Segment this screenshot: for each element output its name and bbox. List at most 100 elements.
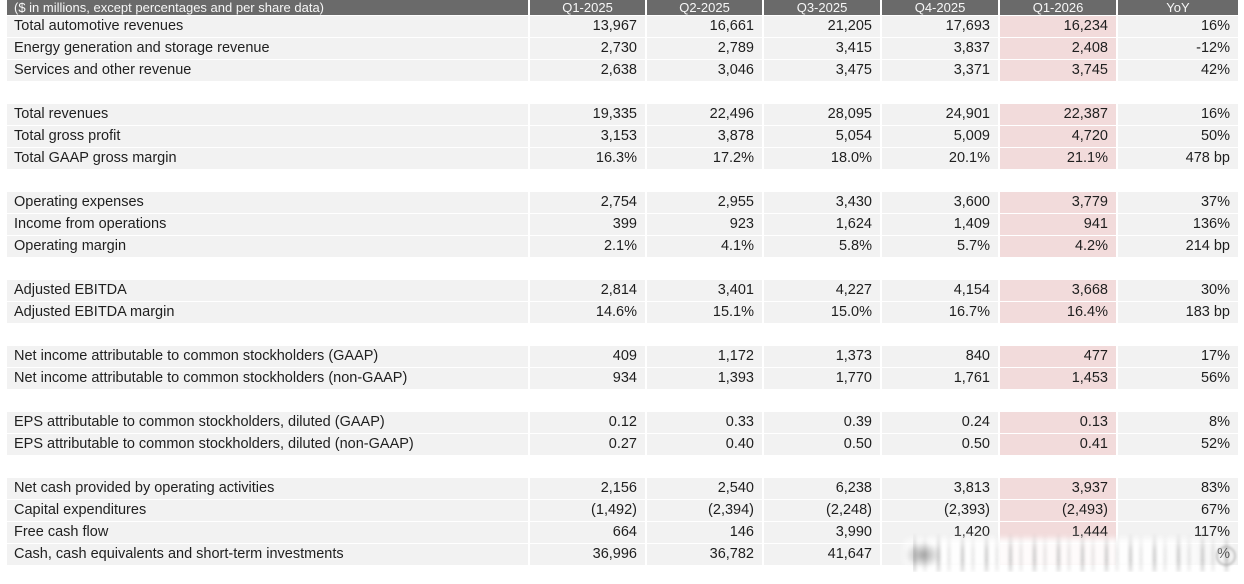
- value-cell: 2,730: [530, 38, 645, 59]
- value-cell: 6,238: [764, 478, 880, 499]
- value-cell: 4.1%: [647, 236, 762, 257]
- value-cell: 5,009: [882, 126, 998, 147]
- value-cell: 3,600: [882, 192, 998, 213]
- row-label: Net cash provided by operating activitie…: [7, 478, 528, 499]
- value-cell: 17,693: [882, 16, 998, 37]
- value-cell-highlighted: 22,387: [1000, 104, 1116, 125]
- value-cell-highlighted: 2,408: [1000, 38, 1116, 59]
- row-label: Total gross profit: [7, 126, 528, 147]
- value-cell: 3,153: [530, 126, 645, 147]
- value-cell: 17.2%: [647, 148, 762, 169]
- table-row: Total gross profit 3,153 3,878 5,054 5,009 4,…: [7, 126, 1238, 147]
- value-cell: 5,054: [764, 126, 880, 147]
- group-spacer: [7, 324, 1238, 346]
- value-cell: 16%: [1118, 104, 1238, 125]
- value-cell: 214 bp: [1118, 236, 1238, 257]
- table-row: Adjusted EBITDA margin 14.6% 15.1% 15.0% 16.…: [7, 302, 1238, 323]
- value-cell: 22,496: [647, 104, 762, 125]
- value-cell: 36,996: [530, 544, 645, 565]
- table-row: Net income attributable to common stockh…: [7, 368, 1238, 389]
- value-cell: 3,990: [764, 522, 880, 543]
- value-cell: 52%: [1118, 434, 1238, 455]
- value-cell: 0.24: [882, 412, 998, 433]
- value-cell: 42%: [1118, 60, 1238, 81]
- row-label: Operating margin: [7, 236, 528, 257]
- value-cell: 0.50: [764, 434, 880, 455]
- value-cell: (1,492): [530, 500, 645, 521]
- row-label: Income from operations: [7, 214, 528, 235]
- value-cell: 0.40: [647, 434, 762, 455]
- value-cell: 1,624: [764, 214, 880, 235]
- row-label: Net income attributable to common stockh…: [7, 368, 528, 389]
- value-cell: (2,248): [764, 500, 880, 521]
- value-cell: 16,661: [647, 16, 762, 37]
- value-cell-highlighted: 16.4%: [1000, 302, 1116, 323]
- table-body: Total automotive revenues 13,967 16,661 21,…: [7, 16, 1238, 565]
- value-cell: 3,401: [647, 280, 762, 301]
- value-cell: 0.33: [647, 412, 762, 433]
- value-cell: 16.3%: [530, 148, 645, 169]
- value-cell: 19,335: [530, 104, 645, 125]
- row-label: Total revenues: [7, 104, 528, 125]
- value-cell: 4,154: [882, 280, 998, 301]
- value-cell: 3,837: [882, 38, 998, 59]
- value-cell: [882, 544, 998, 565]
- table-row: Total revenues 19,335 22,496 28,095 24,901 22…: [7, 104, 1238, 125]
- table-row: Capital expenditures (1,492) (2,394) (2,248…: [7, 500, 1238, 521]
- value-cell: 3,813: [882, 478, 998, 499]
- value-cell: -12%: [1118, 38, 1238, 59]
- header-q2-2025: Q2-2025: [647, 0, 762, 15]
- value-cell: 18.0%: [764, 148, 880, 169]
- value-cell: 5.8%: [764, 236, 880, 257]
- value-cell: 21,205: [764, 16, 880, 37]
- value-cell: 2,789: [647, 38, 762, 59]
- value-cell: 2,754: [530, 192, 645, 213]
- value-cell: 13,967: [530, 16, 645, 37]
- value-cell: 1,761: [882, 368, 998, 389]
- value-cell: 50%: [1118, 126, 1238, 147]
- value-cell: 664: [530, 522, 645, 543]
- header-q3-2025: Q3-2025: [764, 0, 880, 15]
- group-spacer: [7, 258, 1238, 280]
- table-row: Income from operations 399 923 1,624 1,409 94…: [7, 214, 1238, 235]
- value-cell: 37%: [1118, 192, 1238, 213]
- value-cell: 399: [530, 214, 645, 235]
- value-cell: 840: [882, 346, 998, 367]
- value-cell: 136%: [1118, 214, 1238, 235]
- value-cell: 183 bp: [1118, 302, 1238, 323]
- row-label: Total GAAP gross margin: [7, 148, 528, 169]
- table-row: EPS attributable to common stockholders,…: [7, 434, 1238, 455]
- value-cell: 20.1%: [882, 148, 998, 169]
- value-cell-highlighted: [1000, 544, 1116, 565]
- value-cell: 1,770: [764, 368, 880, 389]
- table-header-row: ($ in millions, except percentages and p…: [7, 0, 1238, 15]
- table-row: Free cash flow 664 146 3,990 1,420 1,444 117%: [7, 522, 1238, 543]
- value-cell-highlighted: 3,668: [1000, 280, 1116, 301]
- row-label: EPS attributable to common stockholders,…: [7, 412, 528, 433]
- table-row: Operating margin 2.1% 4.1% 5.8% 5.7% 4.2% 214 …: [7, 236, 1238, 257]
- value-cell: (2,393): [882, 500, 998, 521]
- value-cell: 146: [647, 522, 762, 543]
- value-cell: 2,638: [530, 60, 645, 81]
- row-label: EPS attributable to common stockholders,…: [7, 434, 528, 455]
- table-row: Net cash provided by operating activitie…: [7, 478, 1238, 499]
- value-cell: 4,227: [764, 280, 880, 301]
- value-cell: 3,371: [882, 60, 998, 81]
- table-row: EPS attributable to common stockholders,…: [7, 412, 1238, 433]
- value-cell: 2.1%: [530, 236, 645, 257]
- value-cell: 0.39: [764, 412, 880, 433]
- value-cell: 5.7%: [882, 236, 998, 257]
- row-label: Total automotive revenues: [7, 16, 528, 37]
- financial-summary-table: ($ in millions, except percentages and p…: [7, 0, 1238, 566]
- row-label: Adjusted EBITDA: [7, 280, 528, 301]
- row-label: Cash, cash equivalents and short-term in…: [7, 544, 528, 565]
- value-cell: 3,046: [647, 60, 762, 81]
- row-label: Services and other revenue: [7, 60, 528, 81]
- table-row: Total GAAP gross margin 16.3% 17.2% 18.0% 20…: [7, 148, 1238, 169]
- group-spacer: [7, 170, 1238, 192]
- value-cell: 1,420: [882, 522, 998, 543]
- value-cell: 1,373: [764, 346, 880, 367]
- row-label: Energy generation and storage revenue: [7, 38, 528, 59]
- value-cell-highlighted: (2,493): [1000, 500, 1116, 521]
- value-cell: 56%: [1118, 368, 1238, 389]
